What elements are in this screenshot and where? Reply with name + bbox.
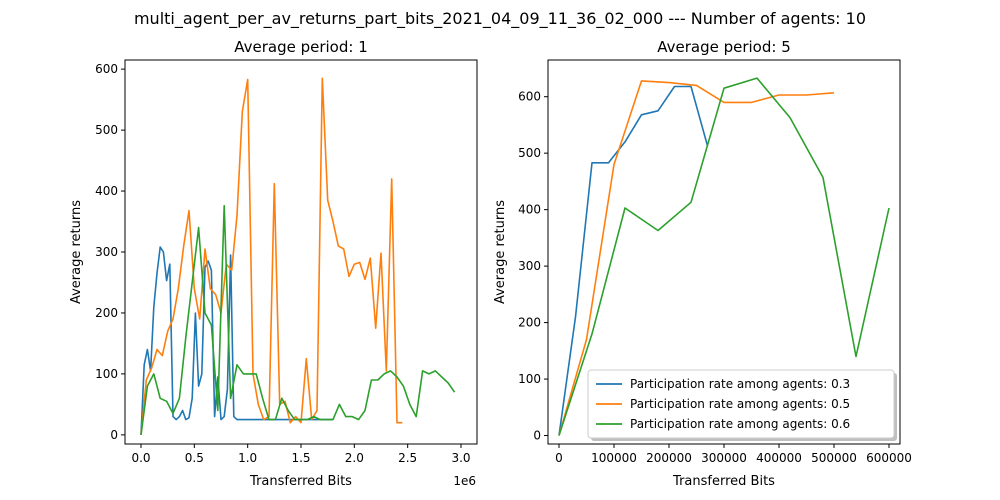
left-chart-series-1-line bbox=[140, 77, 403, 435]
right-chart-xtick-label: 500000 bbox=[811, 451, 857, 465]
right-chart-ytick-label: 300 bbox=[518, 259, 541, 273]
right-chart-ytick-label: 400 bbox=[518, 203, 541, 217]
left-chart-xtick-label: 0.5 bbox=[185, 451, 204, 465]
right-chart-xtick-label: 400000 bbox=[756, 451, 802, 465]
right-chart-series-0-line bbox=[558, 85, 709, 436]
right-chart-legend-label-2: Participation rate among agents: 0.6 bbox=[630, 417, 850, 431]
right-chart-legend-label-0: Participation rate among agents: 0.3 bbox=[630, 377, 850, 391]
right-chart-ytick-label: 600 bbox=[518, 90, 541, 104]
left-chart-title: Average period: 1 bbox=[234, 38, 368, 56]
left-chart-ytick-label: 100 bbox=[95, 367, 118, 381]
right-chart-ytick-label: 0 bbox=[533, 429, 541, 443]
left-chart: Average period: 1 Transferred Bits Avera… bbox=[69, 38, 478, 489]
right-chart-xlabel: Transferred Bits bbox=[672, 474, 775, 489]
left-chart-x-offset: 1e6 bbox=[453, 474, 476, 488]
right-chart-ytick-label: 100 bbox=[518, 372, 541, 386]
left-chart-xtick-label: 2.5 bbox=[398, 451, 417, 465]
left-chart-xtick-label: 0.0 bbox=[131, 451, 150, 465]
right-chart-xtick-label: 0 bbox=[555, 451, 563, 465]
right-chart-xtick-label: 200000 bbox=[646, 451, 692, 465]
left-chart-xtick-label: 1.0 bbox=[238, 451, 257, 465]
left-chart-ytick-label: 0 bbox=[110, 428, 118, 442]
right-chart-xtick-label: 100000 bbox=[591, 451, 637, 465]
left-chart-ytick-label: 600 bbox=[95, 62, 118, 76]
right-chart-title: Average period: 5 bbox=[657, 38, 791, 56]
left-chart-series-2-line bbox=[140, 204, 456, 436]
left-chart-ytick-label: 500 bbox=[95, 123, 118, 137]
figure-suptitle: multi_agent_per_av_returns_part_bits_202… bbox=[134, 9, 866, 29]
left-chart-ytick-label: 300 bbox=[95, 245, 118, 259]
left-chart-ytick-label: 200 bbox=[95, 306, 118, 320]
left-chart-xtick-label: 1.5 bbox=[291, 451, 310, 465]
right-chart-ytick-label: 200 bbox=[518, 316, 541, 330]
left-chart-ytick-label: 400 bbox=[95, 184, 118, 198]
right-chart-ylabel: Average returns bbox=[493, 200, 508, 304]
left-chart-series-0-line bbox=[140, 246, 333, 435]
left-chart-xlabel: Transferred Bits bbox=[249, 474, 352, 489]
right-chart-series-1-line bbox=[558, 80, 835, 436]
right-chart: Average period: 5 Transferred Bits Avera… bbox=[493, 38, 912, 489]
right-chart-xtick-label: 300000 bbox=[701, 451, 747, 465]
left-chart-xtick-label: 3.0 bbox=[451, 451, 470, 465]
left-chart-xtick-label: 2.0 bbox=[345, 451, 364, 465]
left-chart-ylabel: Average returns bbox=[69, 200, 84, 304]
right-chart-legend-label-1: Participation rate among agents: 0.5 bbox=[630, 397, 850, 411]
right-chart-series-2-line bbox=[558, 77, 890, 436]
right-chart-legend-box bbox=[587, 369, 895, 439]
left-chart-frame bbox=[124, 59, 478, 445]
right-chart-ytick-label: 500 bbox=[518, 146, 541, 160]
right-chart-xtick-label: 600000 bbox=[866, 451, 912, 465]
